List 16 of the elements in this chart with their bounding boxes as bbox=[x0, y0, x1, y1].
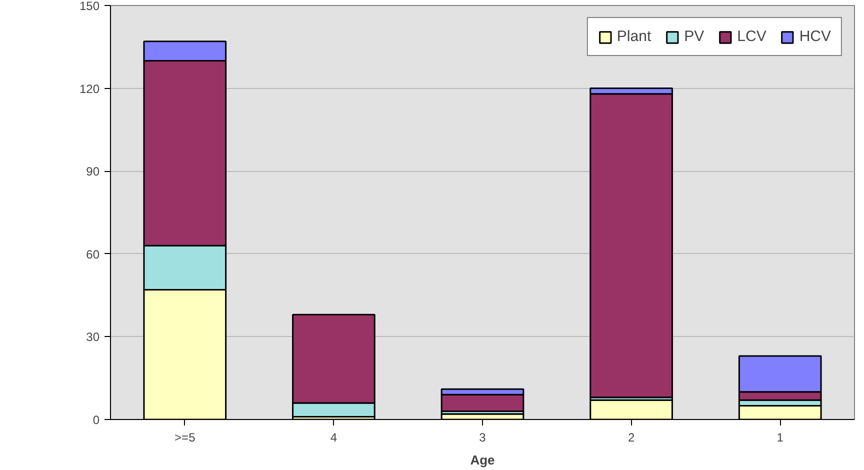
legend-label: LCV bbox=[737, 28, 766, 45]
y-tick-label: 60 bbox=[86, 247, 100, 262]
y-tick-label: 0 bbox=[92, 413, 100, 427]
x-tick-label: >=5 bbox=[174, 430, 196, 444]
x-axis-title: Age bbox=[470, 452, 495, 468]
legend-label: Plant bbox=[616, 28, 652, 45]
x-tick-label: 1 bbox=[776, 430, 784, 444]
x-tick-label: 4 bbox=[330, 430, 338, 444]
y-tick-label: 30 bbox=[86, 330, 100, 344]
x-tick-label: 3 bbox=[479, 430, 486, 444]
y-tick-label: 120 bbox=[79, 82, 100, 96]
y-tick-label: 150 bbox=[79, 0, 100, 13]
x-tick-label: 2 bbox=[628, 430, 635, 444]
legend-label: PV bbox=[684, 28, 704, 45]
y-tick-label: 90 bbox=[86, 164, 100, 179]
legend-label: HCV bbox=[799, 28, 831, 45]
